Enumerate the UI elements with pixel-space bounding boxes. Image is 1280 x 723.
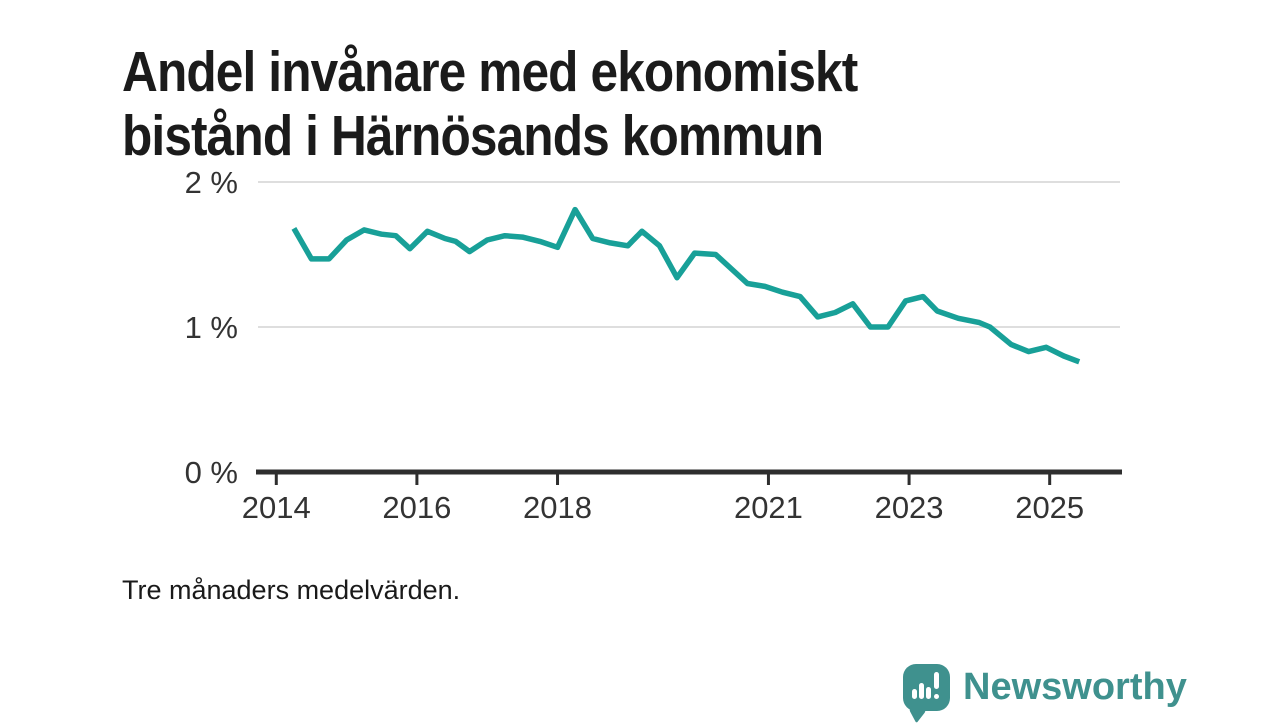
y-axis-label: 0 % xyxy=(185,455,238,490)
newsworthy-wordmark: Newsworthy xyxy=(963,666,1187,708)
chart-title-line-2: bistånd i Härnösands kommun xyxy=(122,104,824,169)
logo-bar-3 xyxy=(926,687,931,699)
chart-title: Andel invånare med ekonomiskt bistånd i H… xyxy=(122,40,1044,168)
series-line xyxy=(291,206,1081,365)
newsworthy-brand: Newsworthy xyxy=(903,664,1187,723)
logo-bar-2 xyxy=(919,683,924,699)
logo-bar-1 xyxy=(912,689,917,699)
x-axis-label: 2021 xyxy=(734,490,803,525)
logo-exclamation-line xyxy=(934,672,939,689)
x-axis-label: 2018 xyxy=(523,490,592,525)
x-axis-label: 2014 xyxy=(242,490,311,525)
chart-footnote: Tre månaders medelvärden. xyxy=(122,575,461,605)
chart-title-line-1: Andel invånare med ekonomiskt xyxy=(122,40,858,105)
newsworthy-logo-icon xyxy=(903,664,950,723)
x-axis-label: 2016 xyxy=(382,490,451,525)
y-axis-label: 1 % xyxy=(185,310,238,345)
x-axis-label: 2025 xyxy=(1015,490,1084,525)
logo-exclamation-dot xyxy=(934,694,939,699)
x-axis-label: 2023 xyxy=(875,490,944,525)
y-axis-label: 2 % xyxy=(185,165,238,200)
